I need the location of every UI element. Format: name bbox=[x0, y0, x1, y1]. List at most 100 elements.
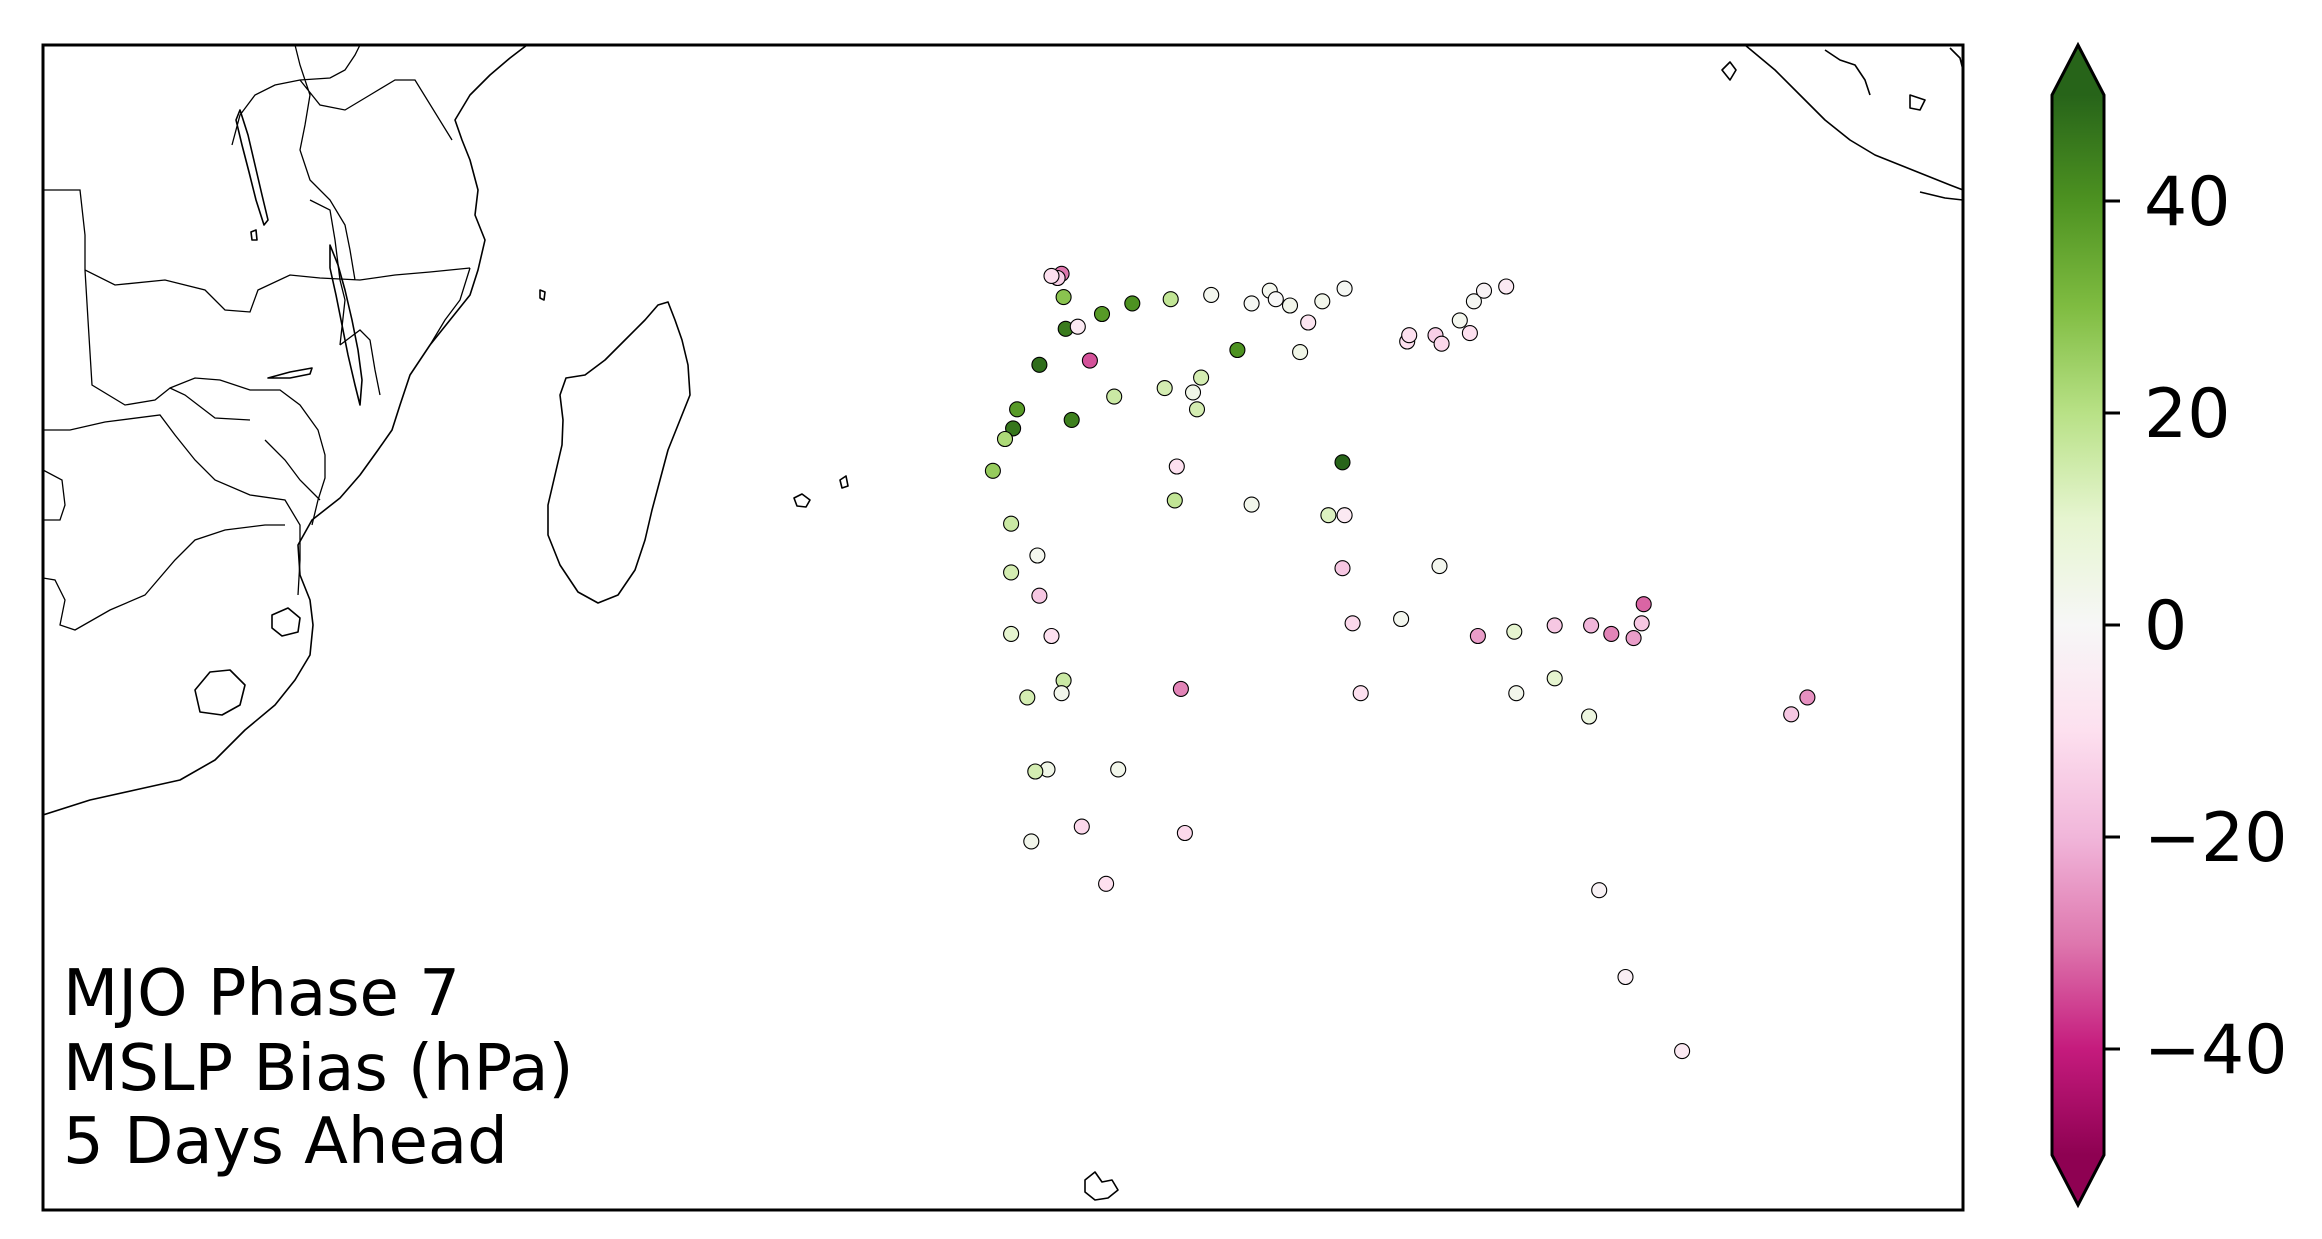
station-point bbox=[1546, 670, 1563, 687]
station-point bbox=[1674, 1043, 1691, 1060]
station-point bbox=[1166, 492, 1183, 509]
station-point bbox=[1583, 617, 1600, 634]
basemap bbox=[43, 45, 1963, 1201]
station-point bbox=[1617, 968, 1634, 986]
station-point bbox=[1401, 327, 1418, 344]
station-point bbox=[984, 462, 1001, 479]
station-point bbox=[1053, 685, 1070, 702]
station-point bbox=[1498, 278, 1515, 295]
station-point bbox=[1633, 615, 1650, 632]
station-point bbox=[1546, 617, 1563, 634]
station-point bbox=[1475, 282, 1493, 299]
station-point bbox=[1031, 587, 1048, 604]
station-point bbox=[1098, 875, 1115, 892]
station-point bbox=[1344, 615, 1361, 632]
java-coastline bbox=[1919, 191, 1963, 201]
lake-kariba bbox=[267, 367, 313, 379]
eswatini bbox=[271, 607, 301, 637]
station-point bbox=[1635, 596, 1652, 613]
station-point bbox=[1267, 291, 1284, 308]
station-point bbox=[1184, 384, 1202, 401]
station-point bbox=[1314, 293, 1331, 310]
station-point bbox=[1281, 297, 1299, 314]
station-point bbox=[1229, 341, 1246, 359]
country-borders bbox=[43, 45, 471, 631]
lake-malawi bbox=[329, 244, 363, 406]
station-point bbox=[1069, 318, 1086, 335]
station-point bbox=[1003, 625, 1020, 642]
reunion-island bbox=[793, 493, 811, 508]
annotation-line-2: MSLP Bias (hPa) bbox=[63, 1032, 573, 1106]
colorbar: 40 20 0 −20 −40 bbox=[2050, 41, 2288, 1209]
kerguelen-islands bbox=[1084, 1171, 1119, 1201]
station-point bbox=[1031, 356, 1048, 373]
madagascar bbox=[547, 301, 691, 604]
station-point bbox=[1461, 325, 1478, 342]
station-point bbox=[1027, 763, 1044, 780]
station-point bbox=[1176, 824, 1193, 842]
station-point bbox=[1188, 401, 1206, 418]
station-point bbox=[1625, 630, 1642, 647]
station-point bbox=[1023, 833, 1040, 850]
station-point bbox=[1110, 761, 1127, 778]
colorbar-ticks: 40 20 0 −20 −40 bbox=[2104, 163, 2288, 1090]
station-point bbox=[1352, 685, 1369, 702]
station-point bbox=[1073, 818, 1090, 835]
station-point bbox=[1003, 564, 1020, 581]
station-point bbox=[1005, 420, 1022, 437]
station-point bbox=[1334, 560, 1351, 577]
station-point bbox=[1055, 289, 1072, 306]
station-point bbox=[1081, 352, 1098, 369]
station-point bbox=[1203, 286, 1220, 303]
station-point bbox=[1162, 291, 1179, 308]
station-point bbox=[1043, 627, 1060, 645]
station-point bbox=[1581, 708, 1598, 725]
station-point bbox=[1009, 401, 1026, 418]
station-point bbox=[1431, 558, 1448, 575]
station-point bbox=[1106, 388, 1123, 405]
station-point bbox=[1783, 706, 1800, 723]
station-point bbox=[1300, 314, 1317, 331]
station-point bbox=[1243, 496, 1260, 513]
station-point bbox=[1393, 610, 1410, 628]
station-point bbox=[1172, 680, 1189, 697]
comoros-island-1 bbox=[539, 289, 546, 301]
station-point bbox=[1469, 627, 1486, 645]
station-point bbox=[1124, 295, 1141, 312]
station-point bbox=[1465, 293, 1482, 310]
station-point bbox=[1591, 882, 1608, 899]
colorbar-body bbox=[2052, 95, 2104, 1155]
annotation-line-1: MJO Phase 7 bbox=[63, 957, 460, 1031]
mauritius-island bbox=[839, 475, 849, 489]
colorbar-tick-label: 20 bbox=[2144, 375, 2231, 454]
indonesia-islands bbox=[1824, 47, 1963, 111]
station-point bbox=[1433, 335, 1450, 352]
station-point bbox=[1451, 312, 1468, 329]
station-point bbox=[1063, 411, 1080, 428]
station-points bbox=[984, 265, 1816, 1060]
station-point bbox=[1093, 305, 1111, 323]
station-point bbox=[1336, 507, 1353, 524]
lake-tanganyika bbox=[235, 109, 269, 226]
small-island-ne bbox=[1721, 61, 1737, 81]
station-point bbox=[1320, 507, 1337, 524]
colorbar-tick-label: −20 bbox=[2144, 799, 2288, 878]
comoros-island-2 bbox=[250, 229, 258, 241]
colorbar-extend-top bbox=[2052, 45, 2104, 95]
station-point bbox=[1603, 625, 1620, 642]
station-point bbox=[1799, 689, 1816, 706]
lesotho bbox=[194, 669, 246, 716]
station-point bbox=[1156, 380, 1173, 397]
station-point bbox=[1003, 515, 1020, 532]
station-point bbox=[1243, 295, 1260, 312]
africa-coastline bbox=[43, 45, 528, 816]
station-point bbox=[1193, 369, 1210, 386]
sumatra-coastline bbox=[1744, 45, 1963, 191]
map-frame bbox=[41, 43, 1965, 1212]
station-point bbox=[1506, 623, 1523, 640]
annotation-line-3: 5 Days Ahead bbox=[63, 1105, 508, 1179]
station-point bbox=[1334, 454, 1351, 471]
colorbar-tick-label: 0 bbox=[2144, 587, 2187, 666]
station-point bbox=[1508, 685, 1525, 702]
